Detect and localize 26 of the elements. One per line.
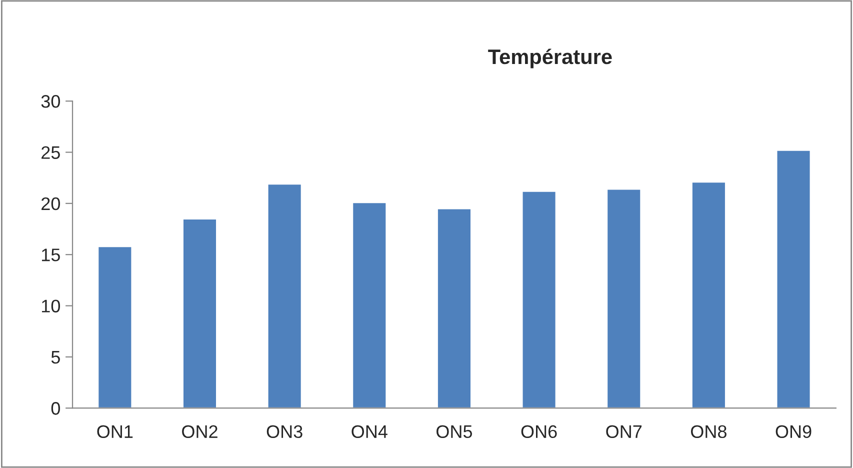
bar [266,183,302,408]
bar [97,246,133,408]
bar [182,218,218,408]
x-tick-label: ON8 [690,425,726,438]
y-tick-label: 20 [42,197,60,210]
bar [691,181,726,408]
bar [606,188,642,408]
x-tick-label: ON5 [436,425,472,438]
y-tick-label: 0 [51,402,60,415]
bar [776,150,812,408]
bar [521,190,557,408]
x-tick-label: ON7 [606,425,642,438]
x-tick-label: ON1 [97,425,133,438]
y-tick-label: 10 [42,300,60,312]
y-tick-label: 5 [51,351,60,364]
y-tick-label: 25 [42,146,60,159]
bar [352,202,388,408]
y-tick-label: 15 [42,248,60,262]
x-tick-label: ON4 [352,425,388,438]
x-tick-label: ON2 [182,425,218,438]
x-tick-label: ON3 [266,425,302,438]
chart-title: Température [488,48,612,68]
x-tick-label: ON9 [776,425,812,438]
y-tick-label: 30 [41,95,60,108]
x-tick-label: ON6 [521,425,557,438]
bar [436,208,472,408]
